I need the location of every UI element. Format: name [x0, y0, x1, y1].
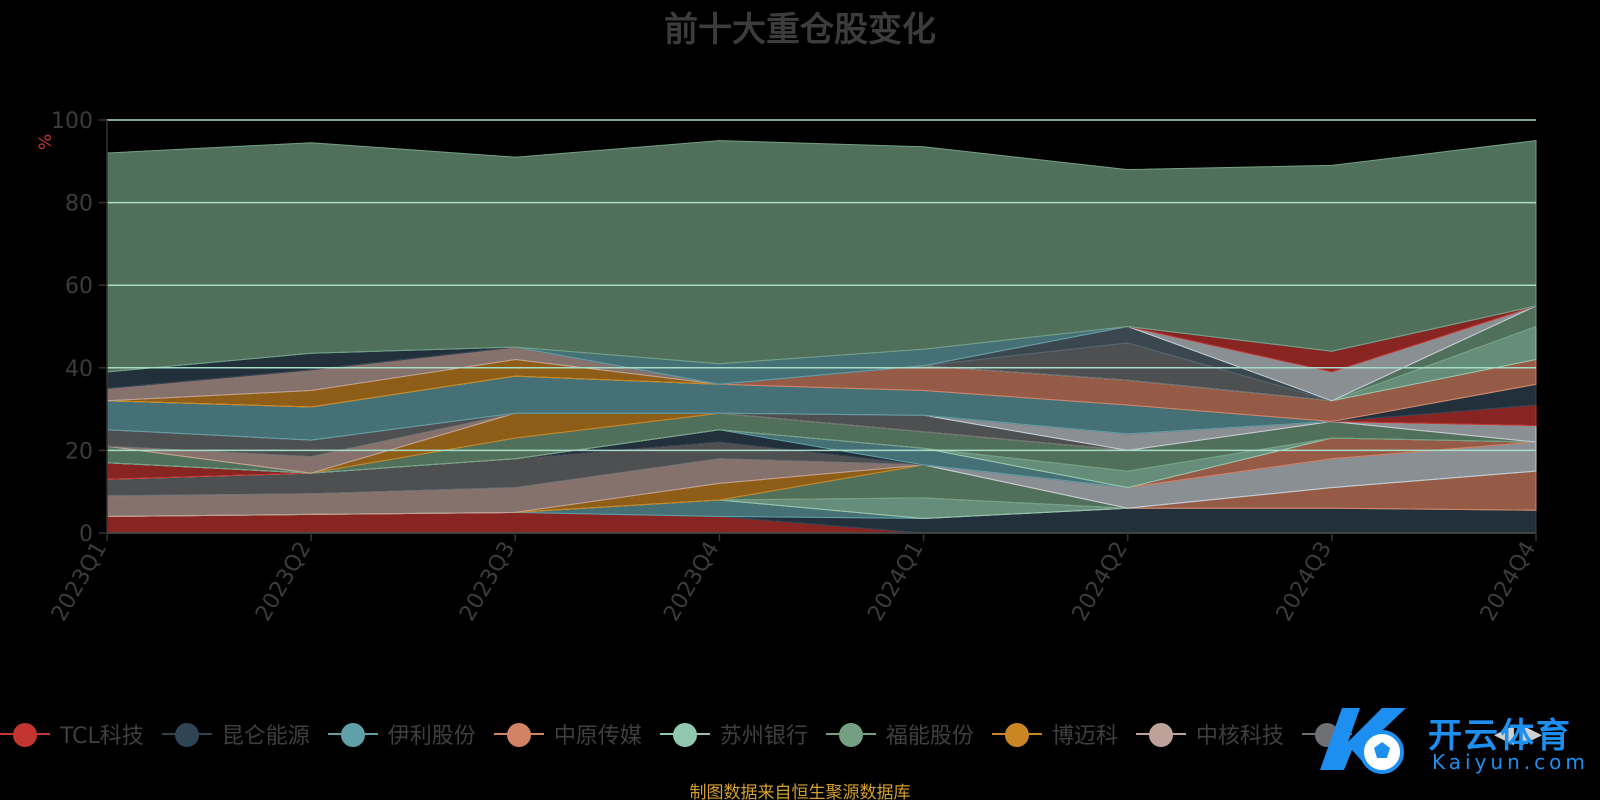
legend-dot — [174, 723, 199, 747]
legend-dot — [340, 723, 365, 747]
y-tick-labels: 0 20 40 60 80 100 — [51, 109, 93, 547]
legend-swatch — [327, 722, 378, 747]
legend-label: 博迈科 — [1051, 724, 1118, 749]
watermark-cn-text: 开云体育 — [1428, 716, 1572, 756]
legend-pager: ◀ ▶ — [1490, 719, 1546, 749]
chart-title: 前十大重仓股变化 — [664, 10, 936, 50]
legend: TCL科技昆仑能源伊利股份中原传媒苏州银行福能股份博迈科中核科技中 — [0, 718, 1402, 750]
x-tick-label: 2023Q2 — [251, 538, 316, 626]
x-tick-label: 2024Q1 — [863, 538, 928, 626]
legend-label: 苏州银行 — [719, 724, 808, 749]
legend-dot — [1004, 723, 1029, 747]
x-tick-label: 2024Q4 — [1476, 538, 1541, 626]
legend-swatch — [0, 722, 50, 747]
legend-label: 伊利股份 — [387, 724, 476, 749]
legend-swatch — [991, 722, 1042, 747]
legend-dot — [1148, 723, 1173, 747]
x-tick-label: 2023Q3 — [455, 538, 520, 626]
legend-item[interactable]: 博迈科 — [991, 718, 1118, 750]
legend-swatch — [825, 722, 876, 747]
chevron-right-icon[interactable]: ▶ — [1522, 719, 1542, 749]
x-tick-label: 2024Q3 — [1272, 538, 1337, 626]
legend-dot — [838, 723, 863, 747]
x-tick-label: 2023Q4 — [659, 538, 724, 626]
axes — [99, 119, 1537, 541]
watermark-en-text: Kaiyun.com — [1432, 750, 1589, 774]
watermark: 开云体育 Kaiyun.com — [1310, 700, 1600, 780]
legend-label: 昆仑能源 — [221, 724, 310, 749]
legend-item[interactable]: 苏州银行 — [659, 718, 808, 750]
legend-label: 中核科技 — [1195, 724, 1284, 749]
legend-dot — [13, 723, 37, 747]
legend-item[interactable]: 伊利股份 — [327, 718, 476, 750]
series-areas — [106, 140, 1537, 534]
legend-swatch — [659, 722, 710, 747]
kaiyun-soccer-logo — [1320, 708, 1406, 774]
legend-swatch — [161, 722, 212, 747]
y-tick-label: 20 — [65, 439, 93, 464]
y-tick-label: 80 — [65, 192, 93, 217]
y-tick-label: 0 — [79, 522, 93, 547]
legend-item[interactable]: 昆仑能源 — [161, 718, 310, 750]
legend-item[interactable]: TCL科技 — [0, 718, 144, 750]
legend-swatch — [1135, 722, 1186, 747]
legend-swatch — [493, 722, 544, 747]
legend-label: 中原传媒 — [553, 724, 642, 749]
legend-dot — [672, 723, 697, 747]
legend-item[interactable]: 福能股份 — [825, 718, 974, 750]
x-tick-label: 2024Q2 — [1068, 538, 1133, 626]
x-tick-labels: 2023Q1 2023Q2 2023Q3 2023Q4 2024Q1 2024Q2 2024… — [47, 538, 1541, 626]
area-series-36[interactable] — [106, 140, 1537, 373]
source-note: 制图数据来自恒生聚源数据库 — [689, 783, 911, 800]
legend-label: 福能股份 — [885, 724, 974, 749]
chevron-left-icon[interactable]: ◀ — [1494, 719, 1514, 749]
x-tick-label: 2023Q1 — [47, 538, 112, 626]
y-tick-label: 40 — [65, 357, 93, 382]
legend-item[interactable]: 中核科技 — [1135, 718, 1284, 750]
y-tick-label: 100 — [51, 109, 93, 134]
legend-label: TCL科技 — [60, 724, 144, 749]
legend-dot — [506, 723, 531, 747]
legend-item[interactable]: 中原传媒 — [493, 718, 642, 750]
y-tick-label: 60 — [65, 274, 93, 299]
